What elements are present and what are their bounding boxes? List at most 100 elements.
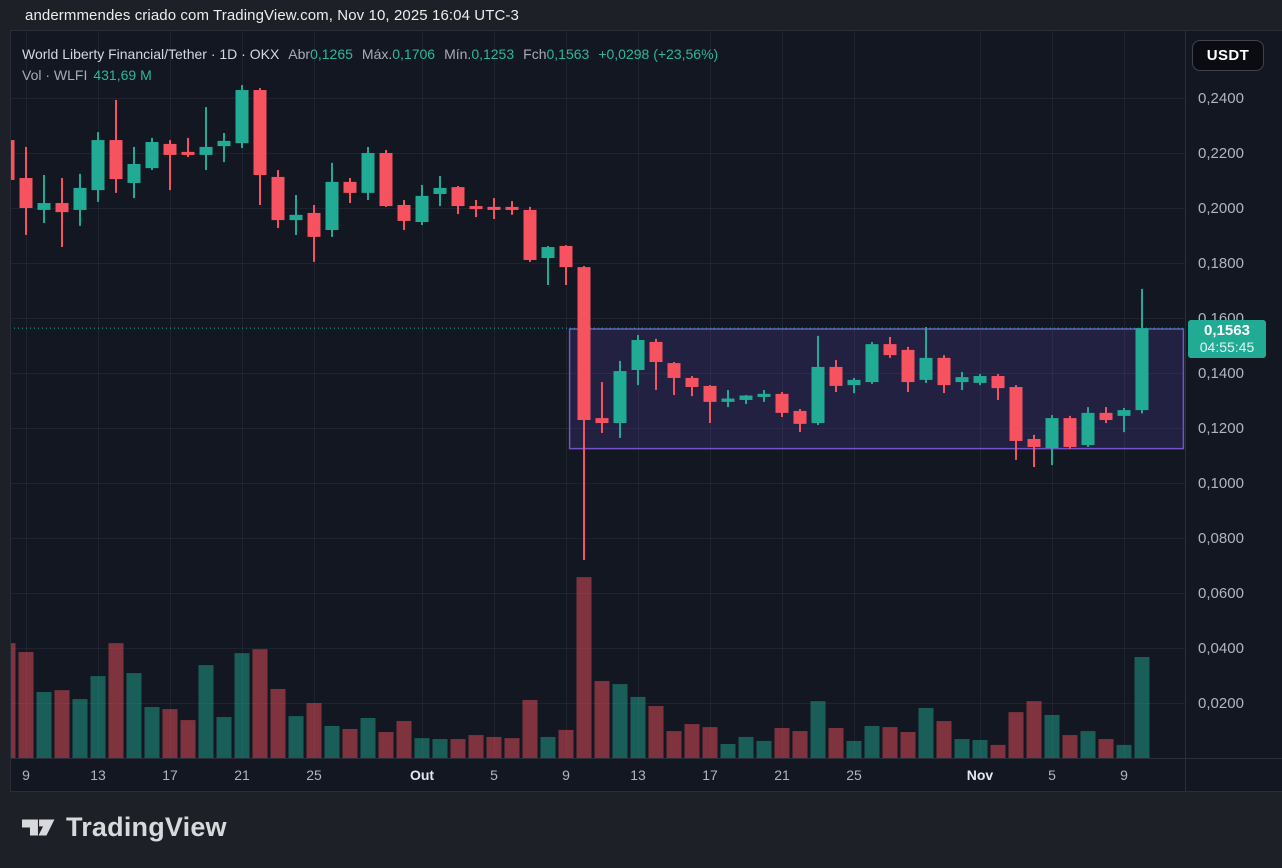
candle-body — [739, 395, 753, 400]
time-axis-label[interactable]: Nov — [967, 767, 994, 783]
candle-body — [883, 344, 897, 356]
candle-body — [1063, 418, 1077, 447]
volume-bar — [702, 727, 718, 758]
volume-bar — [522, 699, 538, 758]
candle-body — [685, 377, 699, 388]
candle-body — [703, 385, 717, 402]
volume-bar — [846, 740, 862, 758]
time-axis-label[interactable]: 17 — [162, 767, 178, 783]
volume-bar — [558, 729, 574, 758]
candle-body — [775, 393, 789, 413]
candle-body — [631, 340, 645, 370]
volume-bar — [450, 739, 466, 758]
volume-bar — [504, 738, 520, 758]
candle-body — [577, 267, 591, 421]
price-axis-label[interactable]: 0,0200 — [1198, 695, 1244, 712]
volume-bar — [774, 728, 790, 758]
volume-bar — [414, 738, 430, 758]
volume-bar — [468, 735, 484, 758]
price-axis-label[interactable]: 0,1800 — [1198, 255, 1244, 272]
candle-body — [973, 376, 987, 383]
price-axis-label[interactable]: 0,2400 — [1198, 90, 1244, 107]
volume-bar — [252, 649, 268, 758]
attribution-text: andermmendes criado com TradingView.com,… — [25, 7, 519, 24]
volume-bar — [288, 716, 304, 758]
time-axis-label[interactable]: 21 — [234, 767, 250, 783]
volume-bar — [792, 731, 808, 758]
volume-bar — [342, 728, 358, 758]
volume-bar — [180, 720, 196, 758]
volume-bar — [1116, 744, 1132, 758]
time-axis-label[interactable]: Out — [410, 767, 434, 783]
volume-bar — [10, 643, 16, 758]
price-axis-label[interactable]: 0,1000 — [1198, 475, 1244, 492]
candle-body — [1009, 387, 1023, 441]
candle-body — [1099, 412, 1113, 421]
last-price-value: 0,1563 — [1204, 322, 1250, 339]
candle-body — [559, 245, 573, 268]
series-area[interactable] — [1, 85, 1186, 758]
last-price-badge[interactable]: 0,1563 04:55:45 — [1188, 320, 1266, 358]
volume-bar — [918, 707, 934, 758]
candle-body — [343, 181, 357, 193]
candle-body — [757, 393, 771, 397]
price-axis-label[interactable]: 0,1400 — [1198, 365, 1244, 382]
volume-bar — [90, 676, 106, 758]
time-axis-label[interactable]: 9 — [22, 767, 30, 783]
price-axis-label[interactable]: 0,2200 — [1198, 145, 1244, 162]
candle-body — [235, 90, 249, 144]
candle-body — [181, 151, 195, 155]
volume-bar — [108, 643, 124, 758]
price-axis-label[interactable]: 0,0400 — [1198, 640, 1244, 657]
ohlc-close: Fch0,1563 — [523, 46, 590, 62]
volume-bar — [864, 725, 880, 758]
tradingview-logo-text: TradingView — [66, 812, 227, 842]
bar-countdown: 04:55:45 — [1199, 339, 1255, 355]
volume-bar — [576, 577, 592, 758]
volume-bar — [684, 724, 700, 758]
price-axis-label[interactable]: 0,1200 — [1198, 420, 1244, 437]
volume-bar — [738, 736, 754, 758]
candle-body — [307, 212, 321, 237]
time-axis-label[interactable]: 9 — [1120, 767, 1128, 783]
candle-body — [595, 418, 609, 424]
price-axis-label[interactable]: 0,2000 — [1198, 200, 1244, 217]
volume-bar — [324, 725, 340, 758]
ohlc-low: Mín.0,1253 — [444, 46, 515, 62]
volume-legend: Vol · WLFI 431,69 M — [22, 67, 152, 83]
currency-toggle-button[interactable]: USDT — [1192, 40, 1264, 71]
time-axis-label[interactable]: 13 — [630, 767, 646, 783]
time-axis-label[interactable]: 5 — [1048, 767, 1056, 783]
volume-bar — [630, 696, 646, 758]
volume-bar — [1026, 701, 1042, 758]
candle-body — [325, 181, 339, 230]
candle-body — [991, 376, 1005, 389]
price-axis-label[interactable]: 0,0600 — [1198, 585, 1244, 602]
time-axis-label[interactable]: 25 — [846, 767, 862, 783]
candle-body — [73, 187, 87, 210]
time-axis-label[interactable]: 13 — [90, 767, 106, 783]
candle-body — [793, 410, 807, 424]
time-axis-label[interactable]: 9 — [562, 767, 570, 783]
candle-body — [1081, 412, 1095, 446]
time-axis-label[interactable]: 17 — [702, 767, 718, 783]
candle-body — [811, 366, 825, 424]
candle-body — [613, 371, 627, 424]
volume-bar — [882, 727, 898, 758]
candle-body — [361, 153, 375, 193]
time-axis-label[interactable]: 5 — [490, 767, 498, 783]
volume-bar — [234, 653, 250, 758]
time-axis-label[interactable]: 21 — [774, 767, 790, 783]
candle-body — [487, 206, 501, 210]
candle-body — [217, 140, 231, 147]
volume-bar — [900, 732, 916, 758]
volume-bar — [396, 721, 412, 758]
symbol-title[interactable]: World Liberty Financial/Tether · 1D · OK… — [22, 46, 280, 62]
time-axis-label[interactable]: 25 — [306, 767, 322, 783]
tradingview-logo[interactable]: TradingView — [22, 812, 227, 843]
volume-bar — [666, 731, 682, 758]
ohlc-open: Abr0,1265 — [288, 46, 353, 62]
tradingview-logo-icon — [22, 819, 55, 836]
price-axis-label[interactable]: 0,0800 — [1198, 530, 1244, 547]
